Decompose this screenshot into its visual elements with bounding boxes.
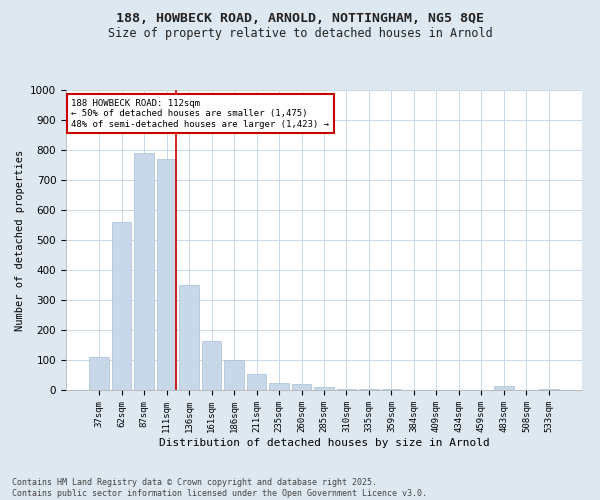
- Text: Size of property relative to detached houses in Arnold: Size of property relative to detached ho…: [107, 28, 493, 40]
- Bar: [292, 384, 311, 390]
- Bar: [337, 388, 356, 390]
- Bar: [539, 388, 559, 390]
- X-axis label: Distribution of detached houses by size in Arnold: Distribution of detached houses by size …: [158, 438, 490, 448]
- Bar: [247, 374, 266, 390]
- Bar: [202, 340, 221, 390]
- Text: 188, HOWBECK ROAD, ARNOLD, NOTTINGHAM, NG5 8QE: 188, HOWBECK ROAD, ARNOLD, NOTTINGHAM, N…: [116, 12, 484, 26]
- Text: Contains HM Land Registry data © Crown copyright and database right 2025.
Contai: Contains HM Land Registry data © Crown c…: [12, 478, 427, 498]
- Bar: [224, 360, 244, 390]
- Bar: [494, 386, 514, 390]
- Bar: [112, 222, 131, 390]
- Bar: [269, 382, 289, 390]
- Bar: [179, 285, 199, 390]
- Bar: [134, 153, 154, 390]
- Bar: [89, 357, 109, 390]
- Bar: [157, 159, 176, 390]
- Bar: [314, 387, 334, 390]
- Text: 188 HOWBECK ROAD: 112sqm
← 50% of detached houses are smaller (1,475)
48% of sem: 188 HOWBECK ROAD: 112sqm ← 50% of detach…: [71, 99, 329, 129]
- Y-axis label: Number of detached properties: Number of detached properties: [14, 150, 25, 330]
- Bar: [359, 388, 379, 390]
